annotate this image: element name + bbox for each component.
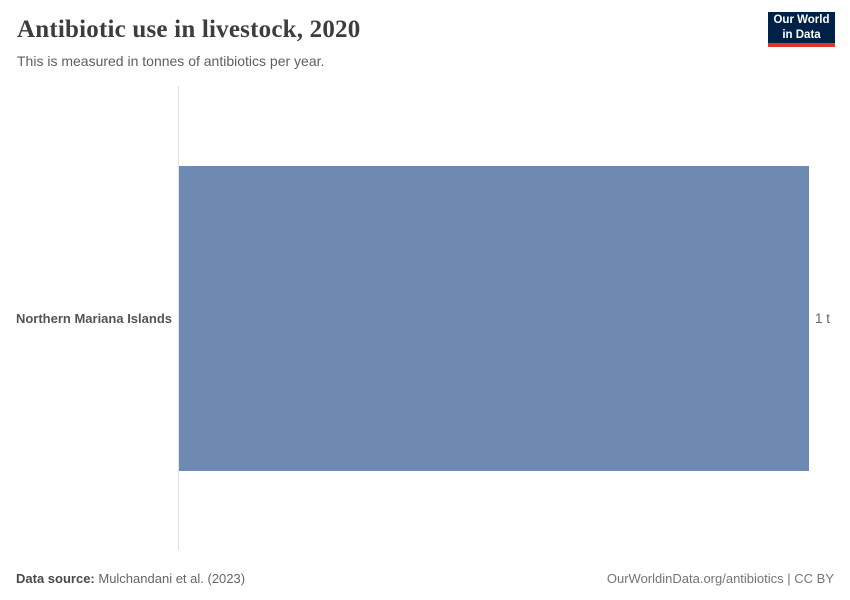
chart-title: Antibiotic use in livestock, 2020 [17, 16, 361, 43]
owid-link[interactable]: OurWorldinData.org/antibiotics | CC BY [606, 571, 834, 586]
chart-subtitle: This is measured in tonnes of antibiotic… [17, 52, 325, 69]
chart-header: Antibiotic use in livestock, 2020 This i… [17, 16, 740, 69]
owid-logo-line1: Our World [773, 13, 830, 26]
entity-label[interactable]: Northern Mariana Islands [15, 311, 172, 326]
owid-logo-line2: in Data [782, 28, 821, 41]
bar-northern-mariana-islands[interactable] [179, 166, 809, 471]
data-source: Data source: Mulchandani et al. (2023) [16, 571, 245, 586]
y-axis-line [178, 86, 179, 550]
owid-logo[interactable]: Our World in Data [768, 12, 835, 47]
bar-value-label: 1 t [815, 311, 831, 326]
data-source-label: Data source: [16, 571, 95, 586]
plot-area [179, 86, 809, 550]
data-source-value: Mulchandani et al. (2023) [94, 571, 246, 586]
chart-footer: Data source: Mulchandani et al. (2023) O… [16, 571, 834, 586]
